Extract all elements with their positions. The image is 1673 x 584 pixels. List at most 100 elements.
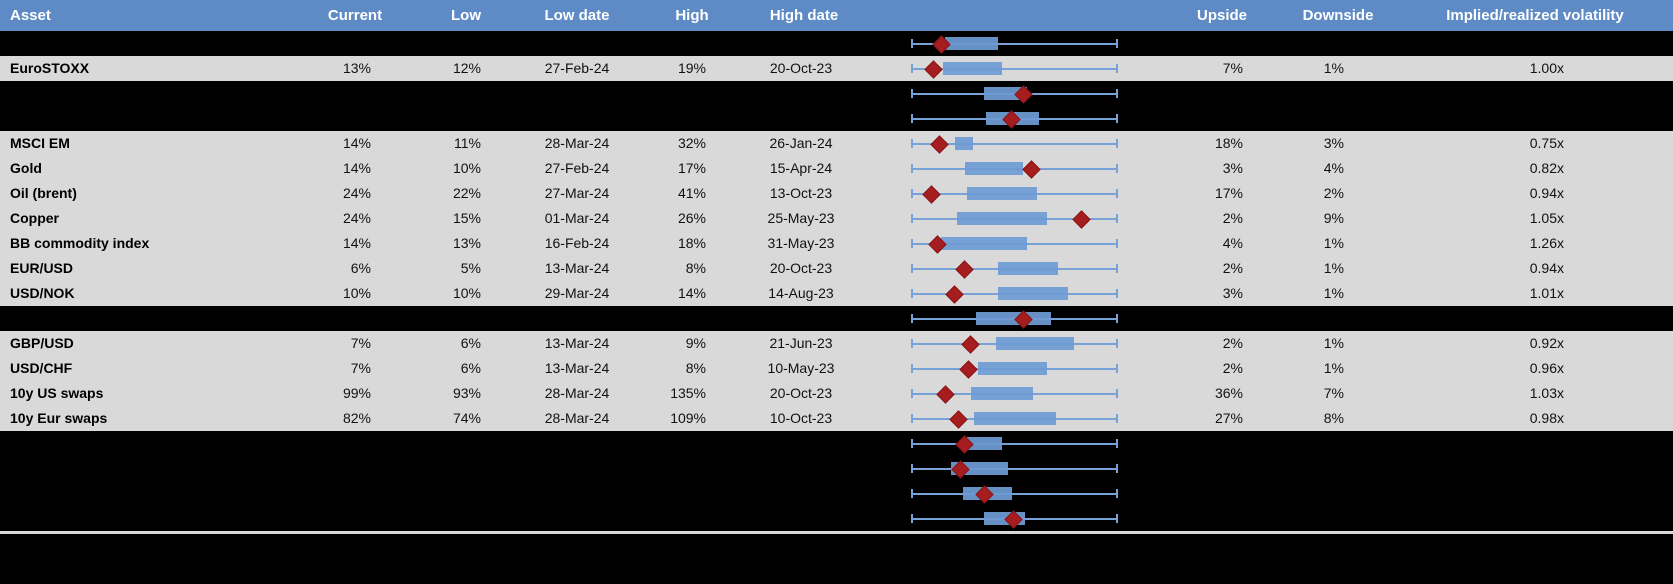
upside-cell: 2% [1222,335,1243,351]
asset-name-cell: BB commodity index [10,235,150,251]
whisker-cap-right [1116,414,1118,423]
high-date-cell: 15-Apr-24 [769,160,833,176]
hidden-asset-row [0,456,1673,481]
upside-cell: 18% [1214,135,1243,151]
high-date-cell: 25-May-23 [767,210,835,226]
current-cell: 99% [342,385,371,401]
header-cell-low: Low [451,7,481,24]
high-date-cell: 20-Oct-23 [769,60,833,76]
whisker-cap-left [911,189,913,198]
range-box [957,212,1048,225]
low-cell: 93% [452,385,481,401]
current-level-diamond-icon [959,360,978,379]
range-box [973,412,1056,425]
high-date-cell: 13-Oct-23 [769,185,833,201]
whisker-cap-right [1116,214,1118,223]
range-box [967,187,1038,200]
whisker-cap-left [911,314,913,323]
whisker-cap-left [911,489,913,498]
current-level-diamond-icon [924,60,943,79]
upside-cell: 2% [1222,210,1243,226]
high-cell: 8% [685,360,706,376]
table-header-row: Asset Current Low Low date High High dat… [0,0,1673,31]
range-box [998,287,1068,300]
vol-cell: 0.96x [1529,360,1564,376]
range-box [977,362,1048,375]
whisker-cap-left [911,289,913,298]
high-date-cell: 21-Jun-23 [769,335,833,351]
current-level-diamond-icon [936,385,955,404]
whisker-cap-left [911,164,913,173]
asset-row: EUR/USD 6% 5% 13-Mar-24 8% 20-Oct-23 2% 1% 0.94x [0,256,1673,281]
asset-name-cell: Oil (brent) [10,185,77,201]
upside-cell: 2% [1222,260,1243,276]
whisker-cap-right [1116,389,1118,398]
asset-row: 10y US swaps 99% 93% 28-Mar-24 135% 20-Oct-23… [0,381,1673,406]
range-box [998,262,1058,275]
current-cell: 13% [342,60,371,76]
asset-name-cell: Copper [10,210,59,226]
header-cell-high: High [675,7,709,24]
asset-row: 10y Eur swaps 82% 74% 28-Mar-24 109% 10-Oct-2… [0,406,1673,431]
range-box [942,62,1003,75]
vol-cell: 0.82x [1529,160,1564,176]
asset-name-cell: USD/CHF [10,360,73,376]
range-box [996,337,1074,350]
asset-name-cell: GBP/USD [10,335,74,351]
current-level-diamond-icon [1071,210,1091,229]
whisker-line [912,443,1117,445]
downside-cell: 1% [1323,360,1344,376]
asset-row: MSCI EM 14% 11% 28-Mar-24 32% 26-Jan-24 18% 3% 0… [0,131,1673,156]
high-cell: 19% [677,60,706,76]
whisker-cap-left [911,239,913,248]
whisker-cap-right [1116,514,1118,523]
downside-cell: 1% [1323,260,1344,276]
downside-cell: 4% [1323,160,1344,176]
asset-name-cell: MSCI EM [10,135,70,151]
header-cell-low-date: Low date [544,7,610,24]
whisker-cap-left [911,439,913,448]
low-date-cell: 28-Mar-24 [544,410,610,426]
whisker-cap-right [1116,339,1118,348]
range-box [955,137,974,150]
high-date-cell: 31-May-23 [767,235,835,251]
current-cell: 24% [342,210,371,226]
header-cell-upside: Upside [1196,7,1247,24]
low-cell: 15% [452,210,481,226]
range-box [944,37,999,50]
whisker-cap-right [1116,364,1118,373]
asset-row: USD/NOK 10% 10% 29-Mar-24 14% 14-Aug-23 3% 1% 1.… [0,281,1673,306]
high-cell: 9% [685,335,706,351]
header-cell-downside: Downside [1302,7,1374,24]
current-cell: 14% [342,235,371,251]
high-cell: 14% [677,285,706,301]
high-date-cell: 10-Oct-23 [769,410,833,426]
whisker-cap-left [911,514,913,523]
vol-cell: 1.01x [1529,285,1564,301]
hidden-asset-row [0,481,1673,506]
upside-cell: 17% [1214,185,1243,201]
whisker-cap-left [911,339,913,348]
high-date-cell: 20-Oct-23 [769,385,833,401]
asset-row: EuroSTOXX 13% 12% 27-Feb-24 19% 20-Oct-23 7% 1%… [0,56,1673,81]
upside-cell: 4% [1222,235,1243,251]
bottom-separator [0,531,1673,534]
asset-name-cell: EuroSTOXX [10,60,90,76]
high-cell: 17% [677,160,706,176]
range-box [967,437,1003,450]
whisker-cap-left [911,64,913,73]
current-level-diamond-icon [948,410,968,429]
low-cell: 6% [460,335,481,351]
low-cell: 5% [460,260,481,276]
high-cell: 41% [677,185,706,201]
downside-cell: 8% [1323,410,1344,426]
whisker-line [912,468,1117,470]
asset-row: USD/CHF 7% 6% 13-Mar-24 8% 10-May-23 2% 1% 0.96x [0,356,1673,381]
range-box [971,387,1033,400]
vol-cell: 0.94x [1529,260,1564,276]
current-cell: 10% [342,285,371,301]
high-cell: 26% [677,210,706,226]
whisker-cap-left [911,114,913,123]
low-cell: 10% [452,285,481,301]
asset-row: Copper 24% 15% 01-Mar-24 26% 25-May-23 2% 9% 1.0… [0,206,1673,231]
